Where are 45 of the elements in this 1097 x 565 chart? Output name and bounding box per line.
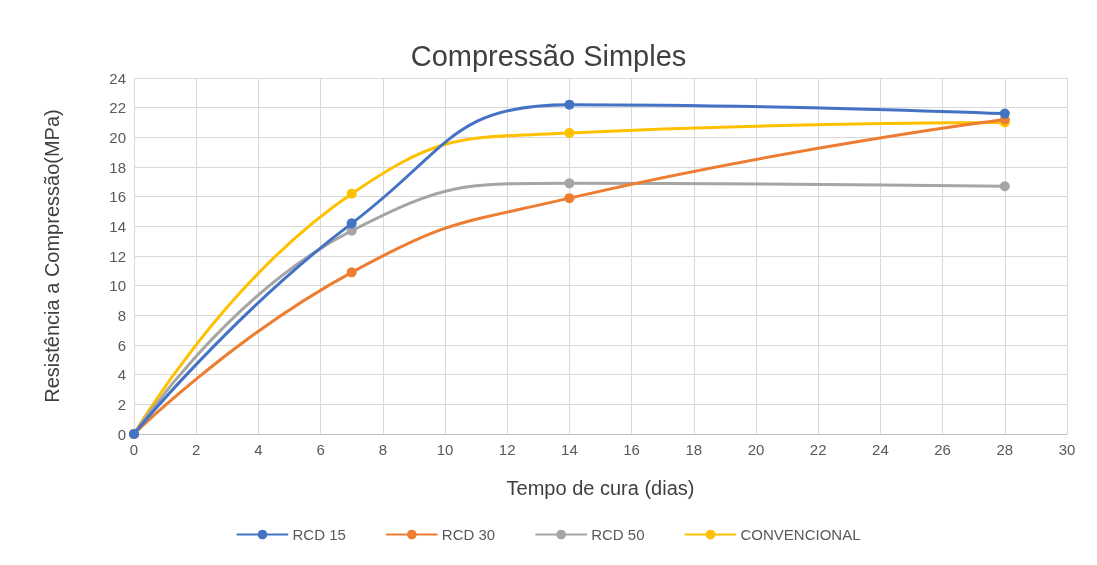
x-tick-label: 18 [685,441,703,458]
x-tick-label: 8 [378,441,387,458]
point [564,127,575,138]
legend-label: RCD 50 [591,526,645,543]
point [346,188,357,199]
y-tick-label: 16 [109,188,126,206]
x-tick-label: 2 [192,441,201,458]
y-tick-label: 22 [109,99,126,117]
legend-label: RCD 30 [441,526,496,543]
y-tick-label: 14 [109,217,126,235]
x-tick-label: 28 [996,441,1014,458]
x-tick-label: 22 [809,441,827,458]
y-tick-label: 6 [117,336,126,354]
x-tick-label: 24 [872,441,889,458]
y-tick-label: 4 [117,366,126,384]
y-tick-label: 24 [109,69,126,87]
point [564,99,575,110]
y-tick-label: 2 [117,395,126,413]
point [564,193,575,204]
point [999,108,1010,119]
x-tick-label: 0 [129,441,139,458]
point [346,267,357,278]
y-tick-label: 20 [109,128,126,146]
x-tick-label: 26 [934,441,951,458]
y-tick-label: 0 [117,425,126,443]
x-tick-label: 6 [316,441,325,458]
point [564,178,575,189]
legend-label: RCD 15 [292,526,346,543]
y-tick-label: 18 [109,158,126,176]
x-axis-title: Tempo de cura (dias) [506,477,695,499]
y-tick-label: 12 [109,247,126,265]
x-tick-label: 14 [561,441,578,458]
y-tick-label: 8 [117,306,126,324]
chart-title: Compressão Simples [410,39,687,72]
point [999,181,1010,192]
x-tick-label: 4 [254,441,263,458]
y-axis-title: Resistência a Compressão(MPa) [41,109,63,403]
y-tick-label: 10 [109,277,126,295]
x-tick-label: 30 [1058,441,1076,458]
x-tick-label: 16 [623,441,640,458]
legend-label: CONVENCIONAL [740,526,861,543]
point [346,218,357,229]
x-tick-label: 10 [436,441,454,458]
x-tick-label: 12 [498,441,516,458]
x-tick-label: 20 [747,441,765,458]
